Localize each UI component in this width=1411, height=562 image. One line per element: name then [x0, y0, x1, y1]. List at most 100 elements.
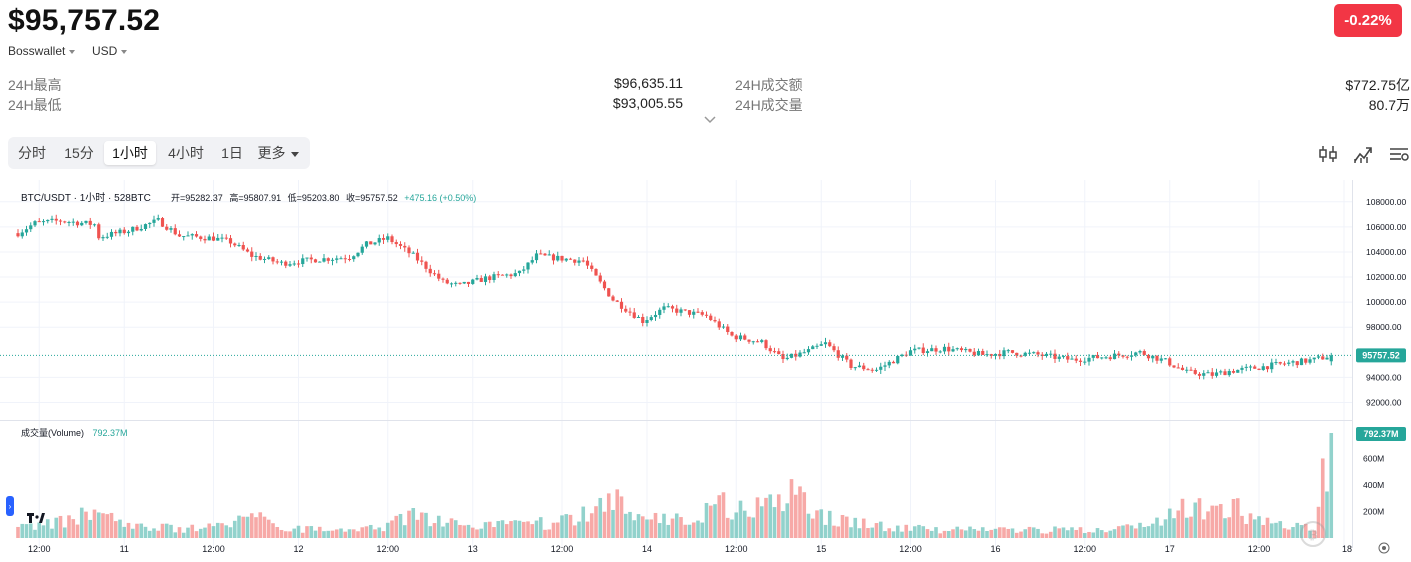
volume-bar — [504, 524, 509, 538]
volume-bar — [645, 519, 649, 538]
volume-bar — [322, 531, 326, 538]
volume-bar — [509, 521, 513, 538]
volume-bar — [1104, 532, 1108, 538]
volume-bar — [28, 523, 33, 538]
volume-bar — [453, 520, 458, 538]
volume-bar — [1193, 502, 1198, 538]
candle-body — [1023, 352, 1027, 356]
candle-body — [220, 237, 224, 239]
tab-1day[interactable]: 1日 — [221, 145, 243, 161]
candle-body — [1248, 366, 1253, 368]
candle-body — [551, 254, 556, 261]
candle-body — [318, 261, 322, 263]
candle-body — [347, 258, 352, 260]
candle-body — [823, 342, 828, 345]
candle-body — [1189, 369, 1193, 371]
volume-bar — [113, 521, 118, 538]
volume-bar — [1040, 533, 1045, 538]
candle-body — [862, 365, 866, 370]
tab-1hour[interactable]: 1小时 — [104, 141, 156, 165]
svg-text:₿: ₿ — [1308, 528, 1318, 542]
volume-bar — [785, 503, 790, 538]
settings-gear-icon[interactable] — [1378, 542, 1390, 554]
exchange-selector[interactable]: Bosswallet — [8, 44, 76, 58]
candle-body — [768, 348, 772, 352]
volume-bar — [347, 529, 352, 538]
volume-bar — [394, 515, 399, 538]
chart-settings-icon[interactable] — [1388, 143, 1410, 165]
candle-body — [424, 261, 428, 269]
volume-bar — [674, 513, 679, 538]
candle-body — [917, 347, 921, 349]
volume-bar — [827, 510, 832, 538]
volume-bar — [687, 524, 692, 538]
candle-body — [211, 236, 216, 241]
volume-bar — [946, 531, 951, 538]
indicator-icon[interactable] — [1352, 143, 1374, 165]
volume-bar — [1172, 518, 1176, 538]
candle-body — [75, 221, 80, 226]
volume-bar — [666, 524, 671, 538]
candle-body — [1121, 355, 1125, 357]
candle-body — [590, 265, 594, 269]
candle-body — [653, 314, 658, 318]
volume-bar — [1070, 527, 1074, 538]
volume-bar — [368, 524, 373, 538]
volume-bar — [1197, 498, 1202, 538]
volume-bar — [1099, 530, 1104, 538]
volume-bar — [942, 530, 947, 538]
currency-selector[interactable]: USD — [92, 44, 128, 58]
y-tick-label: 104000.00 — [1366, 247, 1406, 257]
tab-15min[interactable]: 15分 — [64, 145, 94, 161]
volume-bar — [904, 524, 909, 538]
volume-bar — [1150, 523, 1155, 538]
candlestick-settings-icon[interactable] — [1317, 143, 1339, 165]
volume-bar — [721, 492, 726, 538]
tab-more[interactable]: 更多 — [252, 141, 304, 165]
volume-bar — [326, 530, 331, 538]
volume-bar — [215, 522, 220, 538]
volume-bar — [764, 497, 768, 538]
volume-bar — [449, 518, 454, 538]
candle-body — [755, 341, 760, 343]
volume-bar — [781, 511, 785, 538]
ohlc-high: 高=95807.91 — [229, 192, 281, 203]
price-chart[interactable]: 108000.00 106000.00 104000.00 102000.00 1000… — [0, 180, 1411, 562]
volume-bar — [1061, 527, 1066, 538]
side-toolbar-toggle[interactable] — [6, 496, 14, 516]
candle-body — [611, 296, 615, 301]
volume-bar — [938, 533, 943, 538]
volume-bar — [33, 529, 37, 538]
candle-body — [832, 346, 836, 351]
volume-bar — [568, 514, 573, 538]
expand-chevron-icon[interactable] — [703, 115, 717, 125]
candle-body — [190, 234, 194, 236]
candle-body — [568, 258, 573, 260]
volume-bar — [1303, 523, 1308, 538]
volume-bar — [934, 527, 938, 538]
volume-bar — [385, 522, 390, 538]
volume-bar — [883, 531, 887, 538]
volume-bar — [772, 507, 777, 538]
candle-body — [976, 350, 981, 356]
tab-4hour[interactable]: 4小时 — [168, 145, 204, 161]
candle-body — [63, 221, 67, 223]
volume-bar — [538, 517, 543, 538]
candle-body — [942, 346, 947, 352]
volume-bar — [37, 522, 42, 538]
volume-bar — [139, 523, 144, 538]
candle-body — [1316, 356, 1321, 358]
volume-bar — [241, 516, 246, 538]
price-change-badge: -0.22% — [1334, 4, 1402, 37]
candle-body — [29, 225, 33, 230]
candle-body — [386, 236, 390, 240]
candle-body — [271, 257, 275, 262]
tab-timeline[interactable]: 分时 — [18, 145, 46, 161]
candle-body — [284, 261, 288, 266]
candle-body — [989, 354, 993, 356]
volume-bar — [963, 530, 968, 538]
volume-bar — [849, 527, 853, 538]
candle-body — [1206, 372, 1210, 374]
volume-bar — [1291, 527, 1295, 538]
candle-body — [437, 273, 441, 279]
